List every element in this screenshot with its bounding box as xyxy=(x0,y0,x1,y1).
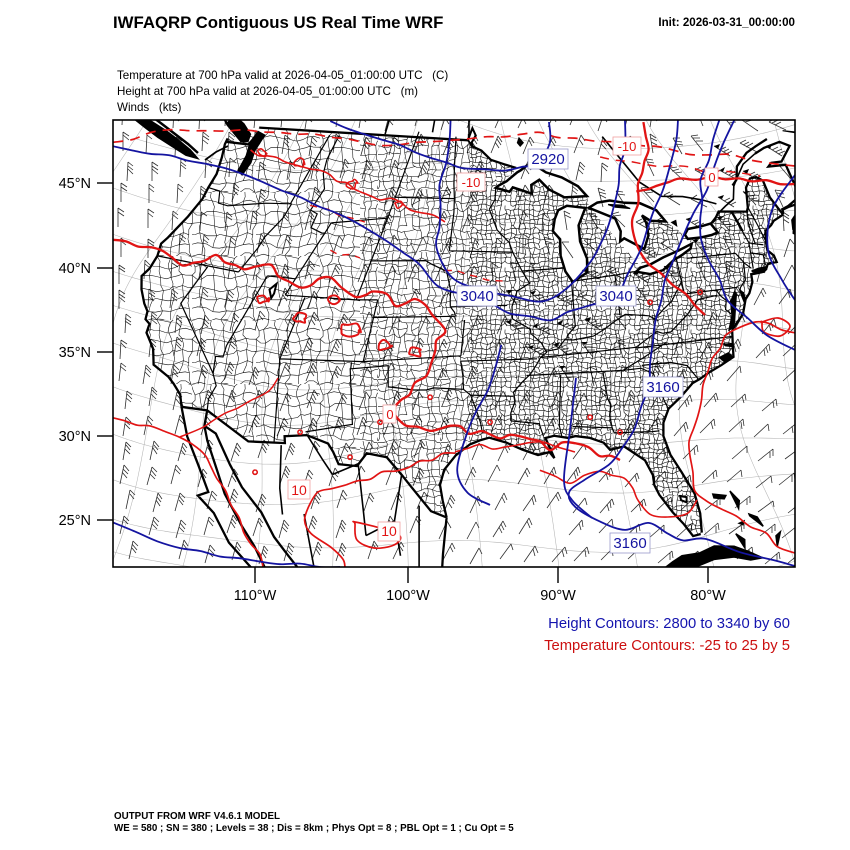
svg-text:Init: 2026-03-31_00:00:00: Init: 2026-03-31_00:00:00 xyxy=(658,16,795,29)
svg-text:Temperature Contours: -25 to 2: Temperature Contours: -25 to 25 by 5 xyxy=(544,638,790,654)
svg-text:3040: 3040 xyxy=(599,288,632,305)
svg-text:Height at 700 hPa valid at 202: Height at 700 hPa valid at 2026-04-05_01… xyxy=(117,85,418,98)
svg-text:3040: 3040 xyxy=(460,288,493,305)
svg-text:25°N: 25°N xyxy=(59,513,91,529)
svg-text:Height Contours: 2800 to 3340: Height Contours: 2800 to 3340 by 60 xyxy=(548,616,790,632)
svg-text:3160: 3160 xyxy=(613,535,646,552)
svg-text:10: 10 xyxy=(381,523,397,539)
svg-text:-10: -10 xyxy=(618,139,637,154)
svg-text:0: 0 xyxy=(386,407,393,422)
svg-text:10: 10 xyxy=(291,482,307,498)
svg-text:Winds (kts): Winds (kts) xyxy=(117,101,182,114)
svg-text:2920: 2920 xyxy=(531,151,564,168)
svg-text:IWFAQRP Contiguous US Real Tim: IWFAQRP Contiguous US Real Time WRF xyxy=(113,13,443,32)
svg-text:Temperature at 700 hPa valid a: Temperature at 700 hPa valid at 2026-04-… xyxy=(117,69,448,82)
svg-text:0: 0 xyxy=(708,170,715,185)
svg-text:45°N: 45°N xyxy=(59,176,91,192)
svg-text:40°N: 40°N xyxy=(59,261,91,277)
svg-text:110°W: 110°W xyxy=(234,588,277,604)
svg-text:35°N: 35°N xyxy=(59,345,91,361)
svg-text:3160: 3160 xyxy=(646,379,679,396)
svg-text:30°N: 30°N xyxy=(59,429,91,445)
svg-text:90°W: 90°W xyxy=(540,588,576,604)
svg-text:80°W: 80°W xyxy=(690,588,726,604)
svg-text:WE = 580 ; SN = 380 ; Levels =: WE = 580 ; SN = 380 ; Levels = 38 ; Dis … xyxy=(114,823,514,834)
svg-text:100°W: 100°W xyxy=(386,588,430,604)
svg-text:OUTPUT FROM WRF V4.6.1 MODEL: OUTPUT FROM WRF V4.6.1 MODEL xyxy=(114,811,280,822)
svg-text:-10: -10 xyxy=(462,175,481,190)
